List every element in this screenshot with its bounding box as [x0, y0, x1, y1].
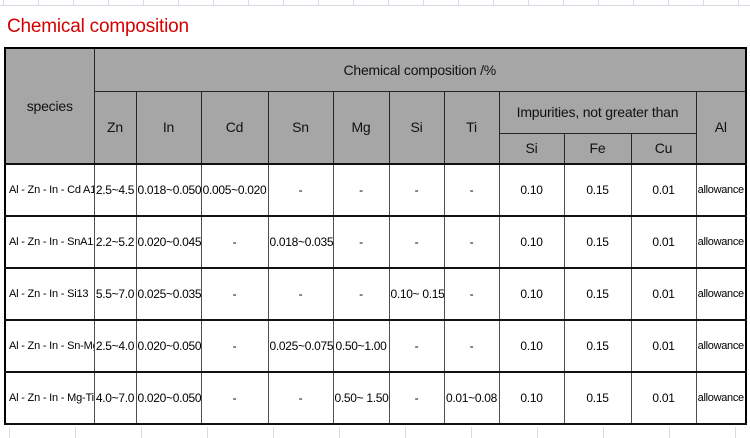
cell-al: allowance: [695, 371, 747, 425]
col-header-mg: Mg: [332, 90, 390, 165]
cell-imp-fe: 0.15: [563, 267, 632, 321]
cell-ti: -: [443, 215, 500, 269]
cell-in: 0.020~0.045: [135, 215, 202, 269]
table-row: Al - Zn - In - Sn-Mg 2.5~4.0 0.020~0.050…: [4, 319, 747, 373]
cell-si: -: [388, 215, 445, 269]
col-header-in: In: [135, 90, 202, 165]
page-title: Chemical composition: [7, 15, 189, 37]
cell-species: Al - Zn - In - Si13: [4, 267, 95, 321]
table-row: Al - Zn - In - Mg-Ti 4.0~7.0 0.020~0.050…: [4, 371, 747, 425]
cell-imp-cu: 0.01: [630, 267, 697, 321]
col-header-impurity-fe: Fe: [563, 132, 632, 165]
chemical-composition-table: species Chemical composition /% Zn In Cd…: [4, 47, 748, 425]
cell-species: Al - Zn - In - Sn-Mg: [4, 319, 95, 373]
cell-species: Al - Zn - In - Cd A11: [4, 163, 95, 217]
cell-al: allowance: [695, 163, 747, 217]
cell-imp-cu: 0.01: [630, 163, 697, 217]
cell-zn: 4.0~7.0: [93, 371, 137, 425]
cell-si: 0.10~ 0.15: [388, 267, 445, 321]
cell-sn: -: [267, 371, 334, 425]
cell-cd: -: [200, 371, 269, 425]
table-row: Al - Zn - In - Cd A11 2.5~4.5 0.018~0.05…: [4, 163, 747, 217]
col-header-cd: Cd: [200, 90, 269, 165]
cell-imp-si: 0.10: [498, 215, 565, 269]
col-header-al: Al: [695, 90, 747, 165]
cell-imp-fe: 0.15: [563, 163, 632, 217]
cell-imp-fe: 0.15: [563, 319, 632, 373]
col-header-si: Si: [388, 90, 445, 165]
cell-mg: -: [332, 215, 390, 269]
cell-in: 0.020~0.050: [135, 371, 202, 425]
spreadsheet-gridlines-bottom: [0, 427, 750, 438]
cell-sn: -: [267, 163, 334, 217]
cell-imp-fe: 0.15: [563, 371, 632, 425]
col-header-ti: Ti: [443, 90, 500, 165]
cell-mg: -: [332, 267, 390, 321]
col-header-sn: Sn: [267, 90, 334, 165]
cell-cd: -: [200, 215, 269, 269]
cell-imp-si: 0.10: [498, 163, 565, 217]
col-header-species: species: [4, 47, 95, 165]
cell-imp-cu: 0.01: [630, 215, 697, 269]
cell-al: allowance: [695, 215, 747, 269]
cell-sn: 0.025~0.075: [267, 319, 334, 373]
cell-al: allowance: [695, 267, 747, 321]
cell-al: allowance: [695, 319, 747, 373]
cell-mg: 0.50~ 1.50: [332, 371, 390, 425]
cell-imp-si: 0.10: [498, 319, 565, 373]
cell-cd: -: [200, 267, 269, 321]
cell-in: 0.025~0.035: [135, 267, 202, 321]
cell-imp-fe: 0.15: [563, 215, 632, 269]
cell-imp-si: 0.10: [498, 371, 565, 425]
cell-si: -: [388, 319, 445, 373]
cell-cd: -: [200, 319, 269, 373]
table-row: Al - Zn - In - SnA12 2.2~5.2 0.020~0.045…: [4, 215, 747, 269]
spreadsheet-gridlines-top: [0, 0, 750, 6]
cell-si: -: [388, 371, 445, 425]
cell-zn: 2.5~4.5: [93, 163, 137, 217]
cell-sn: 0.018~0.035: [267, 215, 334, 269]
cell-imp-cu: 0.01: [630, 319, 697, 373]
cell-ti: 0.01~0.08: [443, 371, 500, 425]
group-header-impurities: Impurities, not greater than: [498, 90, 697, 134]
cell-cd: 0.005~0.020: [200, 163, 269, 217]
cell-in: 0.018~0.050: [135, 163, 202, 217]
cell-mg: -: [332, 163, 390, 217]
cell-ti: -: [443, 319, 500, 373]
col-header-impurity-si: Si: [498, 132, 565, 165]
cell-zn: 5.5~7.0: [93, 267, 137, 321]
col-header-zn: Zn: [93, 90, 137, 165]
cell-sn: -: [267, 267, 334, 321]
cell-species: Al - Zn - In - Mg-Ti: [4, 371, 95, 425]
cell-ti: -: [443, 163, 500, 217]
cell-zn: 2.5~4.0: [93, 319, 137, 373]
cell-imp-cu: 0.01: [630, 371, 697, 425]
cell-species: Al - Zn - In - SnA12: [4, 215, 95, 269]
cell-zn: 2.2~5.2: [93, 215, 137, 269]
cell-imp-si: 0.10: [498, 267, 565, 321]
col-header-impurity-cu: Cu: [630, 132, 697, 165]
cell-ti: -: [443, 267, 500, 321]
cell-in: 0.020~0.050: [135, 319, 202, 373]
cell-mg: 0.50~1.00: [332, 319, 390, 373]
header-row-2: Zn In Cd Sn Mg Si Ti Impurities, not gre…: [5, 90, 747, 165]
header-row-1: species Chemical composition /%: [4, 47, 747, 165]
cell-si: -: [388, 163, 445, 217]
table-row: Al - Zn - In - Si13 5.5~7.0 0.025~0.035 …: [4, 267, 747, 321]
group-header-chemical-composition: Chemical composition /%: [93, 47, 747, 92]
